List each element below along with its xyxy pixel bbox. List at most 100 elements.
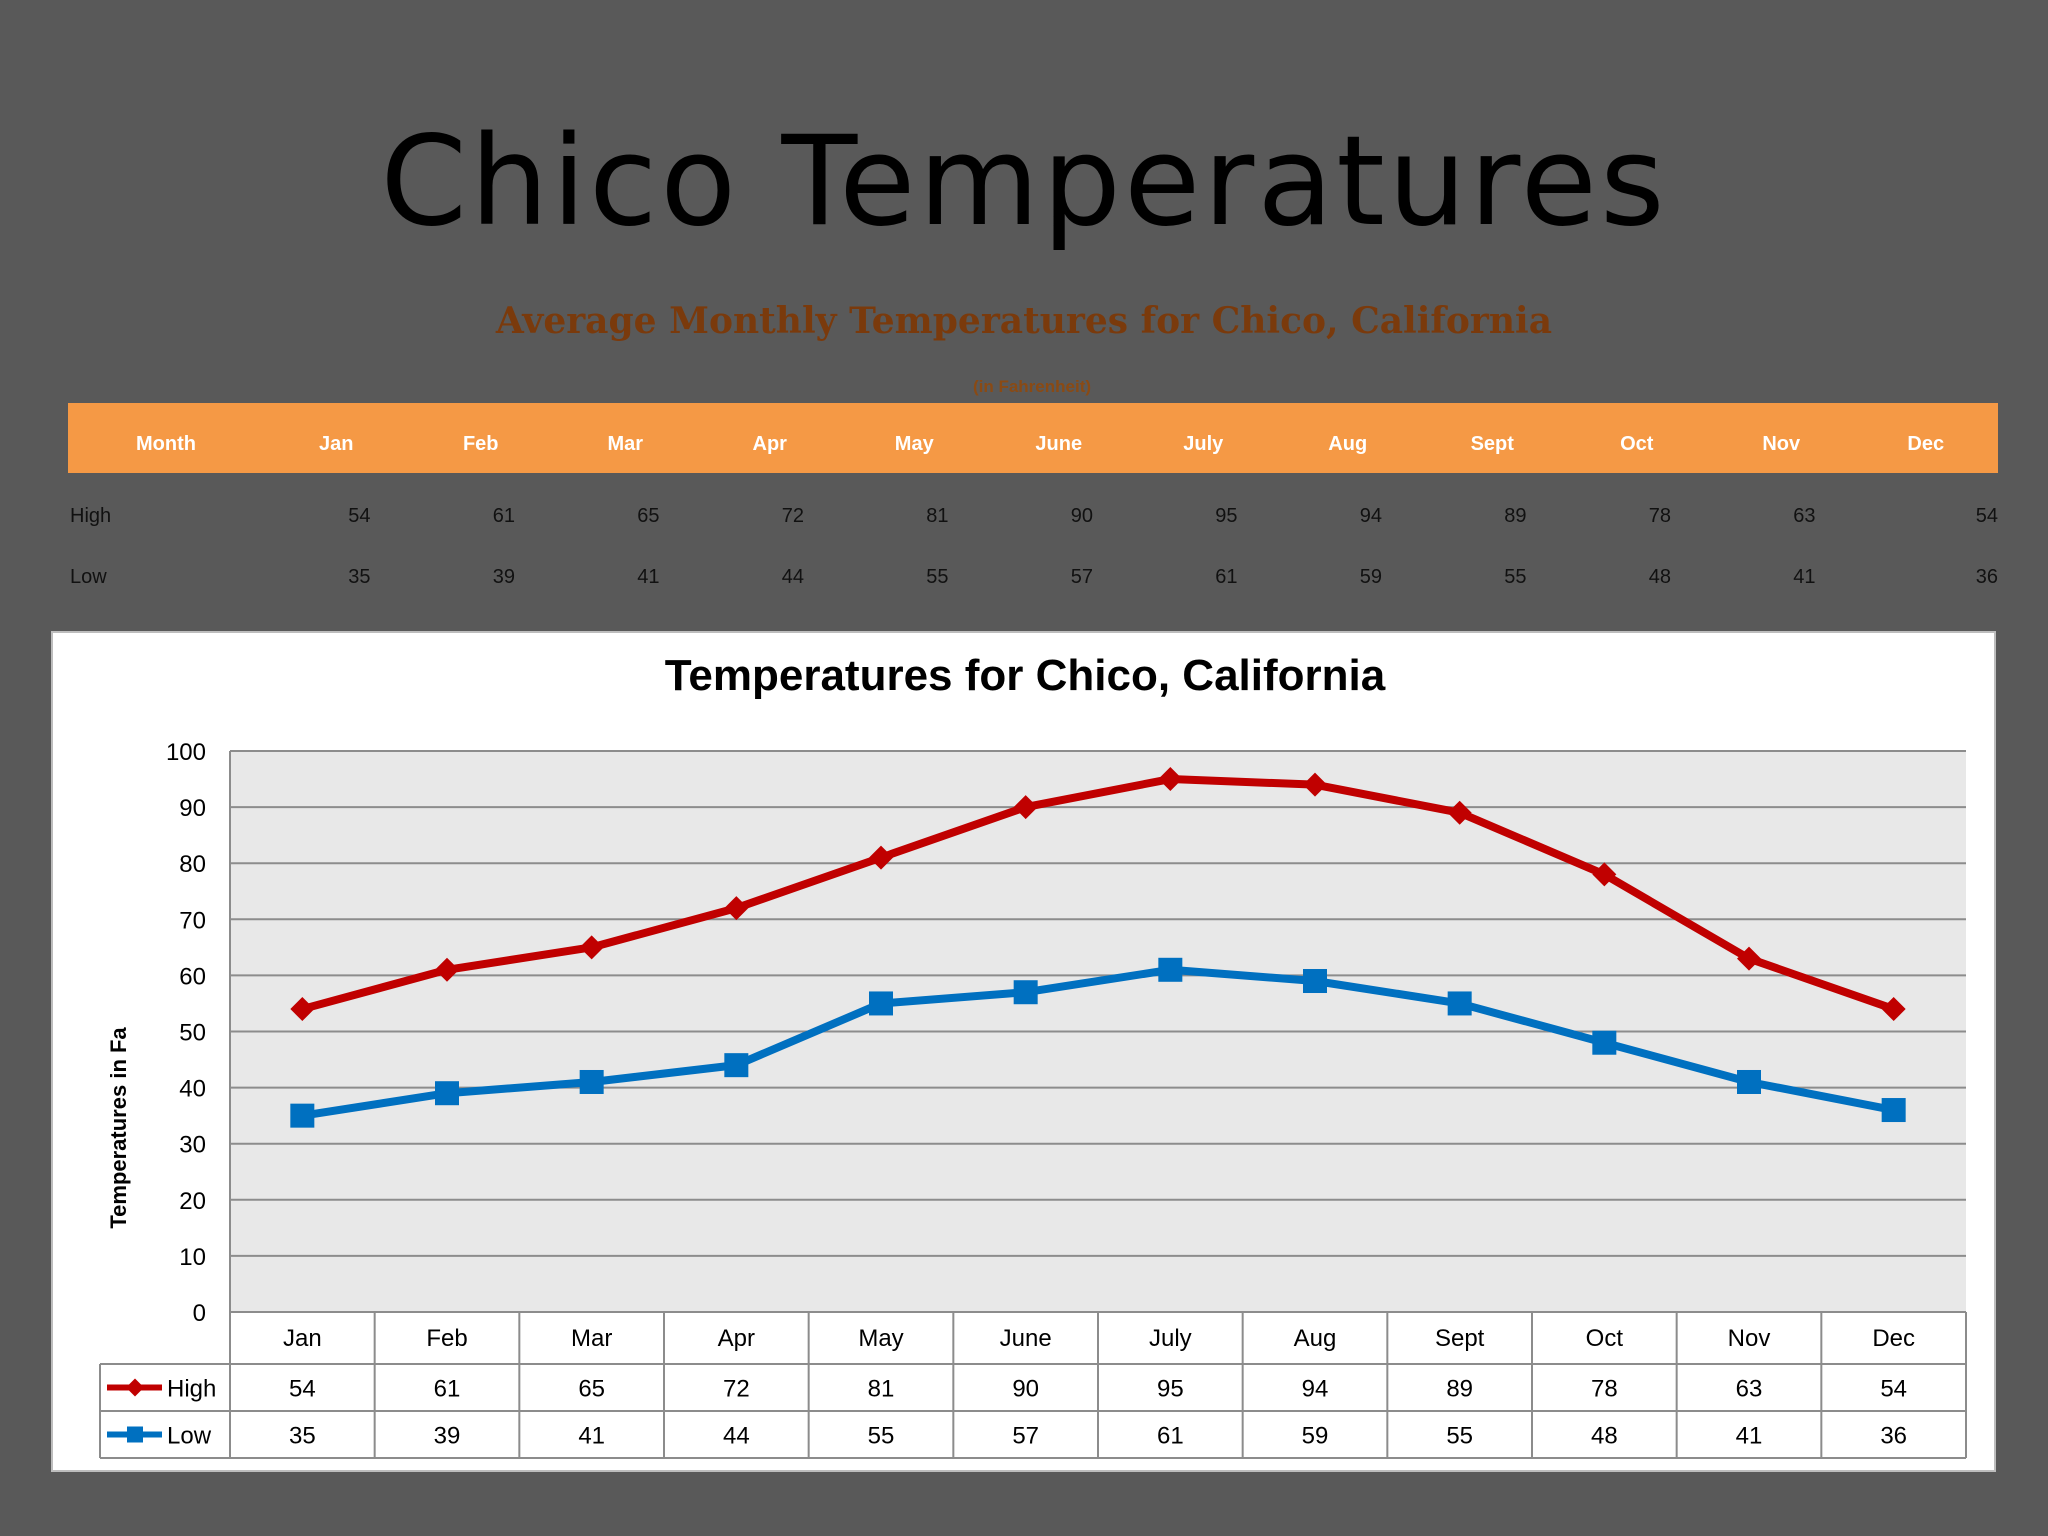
x-tick-label: Dec: [1872, 1325, 1915, 1352]
data-label: 61: [434, 1376, 461, 1403]
y-axis-label: Temperatures in Fa: [106, 1027, 131, 1229]
x-tick-label: Feb: [426, 1325, 467, 1352]
data-label: 72: [723, 1376, 750, 1403]
data-label: 41: [1736, 1423, 1763, 1450]
table-cell: 61: [1215, 566, 1238, 588]
data-point-high: [1303, 772, 1327, 797]
data-label: 54: [289, 1376, 316, 1403]
data-label: 95: [1157, 1376, 1184, 1403]
data-label: 41: [578, 1423, 605, 1450]
y-tick-label: 90: [179, 795, 206, 822]
x-tick-label: Aug: [1294, 1325, 1337, 1352]
row-label: Low: [70, 566, 107, 588]
data-label: 81: [868, 1376, 895, 1403]
header-cell: Sept: [1420, 403, 1565, 473]
data-point-low: [1303, 969, 1327, 994]
data-label: 48: [1591, 1423, 1618, 1450]
y-tick-label: 80: [179, 851, 206, 878]
data-point-high: [579, 935, 604, 960]
x-tick-label: Jan: [283, 1325, 322, 1352]
table-cell: 81: [926, 505, 949, 527]
data-label: 78: [1591, 1376, 1618, 1403]
data-point-low: [435, 1081, 459, 1106]
table-cell: 61: [492, 505, 515, 527]
legend-label: High: [167, 1376, 216, 1403]
y-tick-label: 60: [179, 963, 206, 990]
data-label: 63: [1736, 1376, 1763, 1403]
data-point-low: [1592, 1030, 1617, 1055]
data-label: 44: [723, 1423, 750, 1450]
chart-plot: 0 10 20 30 40 50 60 70 80 90 100 Jan Feb Mar Apr May Jun…: [99, 739, 1967, 1459]
y-tick-label: 50: [179, 1020, 206, 1047]
table-cell: 63: [1793, 505, 1816, 527]
table-cell: 44: [781, 566, 804, 588]
legend-label: Low: [167, 1423, 212, 1450]
data-point-low: [579, 1069, 604, 1094]
header-cell: Apr: [697, 403, 842, 473]
header-cell: Aug: [1275, 403, 1420, 473]
y-tick-label: 10: [179, 1244, 206, 1271]
y-tick-label: 20: [179, 1188, 206, 1215]
x-tick-label: Sept: [1435, 1325, 1485, 1352]
data-label: 89: [1446, 1376, 1473, 1403]
y-tick-label: 70: [179, 907, 206, 934]
y-tick-label: 100: [166, 739, 206, 766]
header-cell: Jan: [264, 403, 409, 473]
table-cell: 94: [1359, 505, 1382, 527]
data-point-high: [1592, 862, 1617, 887]
x-tick-label: Nov: [1728, 1325, 1771, 1352]
data-label: 94: [1302, 1376, 1329, 1403]
data-point-high: [1447, 800, 1472, 825]
x-tick-label: June: [1000, 1325, 1052, 1352]
row-label: High: [70, 505, 112, 527]
x-tick-label: Apr: [718, 1325, 755, 1352]
series-line-low: [301, 965, 1895, 1120]
table-cell: 55: [1504, 566, 1527, 588]
data-label: 59: [1302, 1423, 1329, 1450]
data-label: 65: [578, 1376, 605, 1403]
table-cell: 59: [1359, 566, 1382, 588]
table-row-low: Low 35 39 41 44 55 57 61 59 55 48 41 36: [68, 547, 1998, 608]
data-point-low: [290, 1103, 315, 1128]
x-tick-label: Oct: [1586, 1325, 1624, 1352]
table-cell: 41: [1793, 566, 1816, 588]
table-cell: 36: [1975, 566, 1998, 588]
table-cell: 72: [781, 505, 804, 527]
y-tick-label: 40: [179, 1076, 206, 1103]
data-point-low: [1447, 991, 1472, 1016]
data-point-high: [290, 997, 315, 1022]
table-cell: 35: [348, 566, 371, 588]
chart-title: Temperatures for Chico, California: [665, 651, 1386, 700]
header-cell: Mar: [553, 403, 698, 473]
header-cell: Dec: [1853, 403, 1998, 473]
table-cell: 95: [1215, 505, 1238, 527]
header-cell: June: [986, 403, 1131, 473]
data-label: 61: [1157, 1423, 1184, 1450]
data-label: 57: [1012, 1423, 1039, 1450]
table-cell: 57: [1070, 566, 1093, 588]
table-cell: 54: [1975, 505, 1998, 527]
slide-title: Chico Temperatures: [380, 110, 1668, 254]
table-cell: 55: [926, 566, 949, 588]
table-cell: 78: [1648, 505, 1671, 527]
data-point-low: [724, 1053, 749, 1078]
table-cell: 41: [637, 566, 660, 588]
data-point-high: [724, 896, 749, 921]
table-cell: 39: [492, 566, 515, 588]
data-label: 35: [289, 1423, 316, 1450]
data-point-high: [1881, 997, 1906, 1022]
chart-container: Temperatures for Chico, California Tempe…: [51, 631, 1996, 1472]
x-tick-label: May: [858, 1325, 903, 1352]
table-cell: 89: [1504, 505, 1527, 527]
y-tick-label: 30: [179, 1132, 206, 1159]
table-subtitle: Average Monthly Temperatures for Chico, …: [495, 300, 1553, 342]
x-tick-label: July: [1149, 1325, 1192, 1352]
data-label: 55: [1446, 1423, 1473, 1450]
data-point-low: [1881, 1098, 1906, 1123]
data-point-low: [1013, 980, 1038, 1005]
data-label: 90: [1012, 1376, 1039, 1403]
table-cell: 48: [1648, 566, 1671, 588]
data-label: 36: [1880, 1423, 1907, 1450]
data-label: 55: [868, 1423, 895, 1450]
data-point-low: [1737, 1069, 1761, 1094]
